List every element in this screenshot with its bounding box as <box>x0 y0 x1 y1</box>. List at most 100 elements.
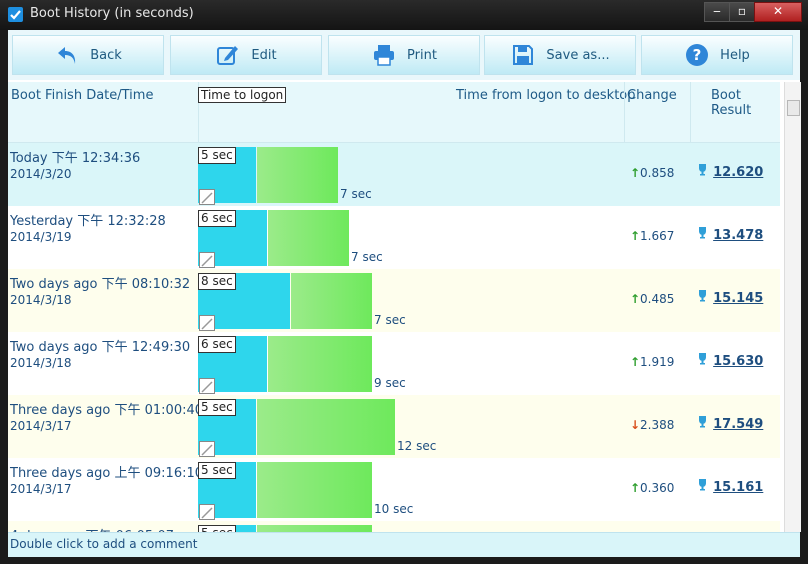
boot-result-value[interactable]: 13.478 <box>713 228 764 243</box>
header-divider <box>198 82 199 142</box>
boot-result-value[interactable]: 17.549 <box>713 417 764 432</box>
up-arrow-icon: ↑ <box>630 355 641 369</box>
scrollbar-thumb[interactable] <box>787 100 800 116</box>
help-icon: ? <box>684 42 710 68</box>
back-arrow-icon <box>54 42 80 68</box>
logon-time-label: 6 sec <box>198 210 236 227</box>
edit-button[interactable]: Edit <box>170 35 322 75</box>
boot-result[interactable]: 15.145 <box>696 289 763 306</box>
change-value: ↓2.388 <box>630 418 674 432</box>
boot-date-label: 2014/3/19 <box>10 230 72 244</box>
header-logon[interactable]: Time to logon <box>198 87 287 103</box>
trophy-icon <box>696 479 713 495</box>
boot-date-label: 2014/3/20 <box>10 167 72 181</box>
back-button[interactable]: Back <box>12 35 164 75</box>
comment-pencil-icon[interactable] <box>199 441 215 457</box>
boot-time-label: Today 下午 12:34:36 <box>10 151 141 166</box>
header-desktop[interactable]: Time from logon to desktop <box>456 88 636 103</box>
boot-result[interactable]: 13.478 <box>696 226 763 243</box>
table-row[interactable]: Three days ago 下午 01:00:40 2014/3/17 5 sec… <box>8 395 780 458</box>
app-checkmark-icon <box>8 7 23 22</box>
edit-icon <box>215 42 241 68</box>
desktop-time-label: 9 sec <box>374 376 406 390</box>
change-value: ↑1.919 <box>630 355 674 369</box>
table-header: Boot Finish Date/Time Time to logon Time… <box>8 82 780 143</box>
close-button[interactable]: ✕ <box>754 2 802 22</box>
desktop-time-label: 10 sec <box>374 502 414 516</box>
boot-time-label: Yesterday 下午 12:32:28 <box>10 214 166 229</box>
header-result[interactable]: Boot Result <box>711 88 752 118</box>
change-value: ↑0.360 <box>630 481 674 495</box>
vertical-scrollbar[interactable] <box>784 82 801 532</box>
boot-time-label: Two days ago 下午 12:49:30 <box>10 340 191 355</box>
desktop-time-label: 7 sec <box>374 313 406 327</box>
desktop-time-bar <box>268 210 349 266</box>
trophy-icon <box>696 164 713 180</box>
desktop-time-bar <box>291 273 372 329</box>
change-value: ↑0.858 <box>630 166 674 180</box>
back-label: Back <box>90 47 122 63</box>
desktop-time-bar <box>257 147 338 203</box>
comment-pencil-icon[interactable] <box>199 378 215 394</box>
minimize-button[interactable]: ‒ <box>704 2 730 22</box>
logon-time-label: 6 sec <box>198 336 236 353</box>
boot-time-label: Two days ago 下午 08:10:32 <box>10 277 191 292</box>
boot-result-value[interactable]: 15.145 <box>713 291 764 306</box>
change-value: ↑0.485 <box>630 292 674 306</box>
trophy-icon <box>696 416 713 432</box>
boot-result[interactable]: 15.161 <box>696 478 763 495</box>
logon-time-label: 5 sec <box>198 399 236 416</box>
table-row[interactable]: Two days ago 下午 08:10:32 2014/3/18 8 sec 7 … <box>8 269 780 332</box>
desktop-time-bar <box>257 525 372 532</box>
change-number: 0.360 <box>640 481 675 495</box>
up-arrow-icon: ↑ <box>630 481 641 495</box>
header-change[interactable]: Change <box>627 88 677 103</box>
boot-date-label: 2014/3/18 <box>10 293 72 307</box>
boot-result-value[interactable]: 15.630 <box>713 354 764 369</box>
save-icon <box>510 42 536 68</box>
comment-pencil-icon[interactable] <box>199 504 215 520</box>
status-bar: Double click to add a comment <box>8 532 800 557</box>
title-bar[interactable]: Boot History (in seconds) ‒ ▫ ✕ <box>0 0 808 30</box>
boot-result-value[interactable]: 15.161 <box>713 480 764 495</box>
maximize-button[interactable]: ▫ <box>729 2 755 22</box>
table-row[interactable]: Yesterday 下午 12:32:28 2014/3/19 6 sec 7 sec… <box>8 206 780 269</box>
table-row[interactable]: Today 下午 12:34:36 2014/3/20 5 sec 7 sec ↑0.8… <box>8 143 780 206</box>
comment-pencil-icon[interactable] <box>199 189 215 205</box>
boot-result[interactable]: 15.630 <box>696 352 763 369</box>
desktop-time-label: 7 sec <box>340 187 372 201</box>
up-arrow-icon: ↑ <box>630 229 641 243</box>
table-row[interactable]: 4 days ago 下午 06:05:07 5 sec <box>8 521 780 532</box>
change-number: 0.485 <box>640 292 675 306</box>
trophy-icon <box>696 227 713 243</box>
table-row[interactable]: Three days ago 上午 09:16:10 2014/3/17 5 sec… <box>8 458 780 521</box>
boot-result-value[interactable]: 12.620 <box>713 165 764 180</box>
print-button[interactable]: Print <box>328 35 480 75</box>
up-arrow-icon: ↑ <box>630 166 641 180</box>
boot-date-label: 2014/3/17 <box>10 419 72 433</box>
change-value: ↑1.667 <box>630 229 674 243</box>
change-number: 1.919 <box>640 355 675 369</box>
header-date[interactable]: Boot Finish Date/Time <box>11 88 154 103</box>
table-row[interactable]: Two days ago 下午 12:49:30 2014/3/18 6 sec 9 … <box>8 332 780 395</box>
trophy-icon <box>696 290 713 306</box>
change-number: 2.388 <box>640 418 675 432</box>
save-as-label: Save as... <box>546 47 610 63</box>
change-number: 0.858 <box>640 166 675 180</box>
comment-pencil-icon[interactable] <box>199 252 215 268</box>
boot-result[interactable]: 17.549 <box>696 415 763 432</box>
change-number: 1.667 <box>640 229 675 243</box>
save-as-button[interactable]: Save as... <box>484 35 636 75</box>
client-area: Back Edit Print Save as... <box>8 30 801 557</box>
help-button[interactable]: ? Help <box>641 35 793 75</box>
down-arrow-icon: ↓ <box>630 418 641 432</box>
desktop-time-bar <box>268 336 372 392</box>
desktop-time-bar <box>257 462 372 518</box>
boot-time-label: 4 days ago 下午 06:05:07 <box>10 525 174 532</box>
desktop-time-label: 12 sec <box>397 439 437 453</box>
comment-pencil-icon[interactable] <box>199 315 215 331</box>
logon-time-label: 8 sec <box>198 273 236 290</box>
footer-hint: Double click to add a comment <box>10 537 198 551</box>
boot-result[interactable]: 12.620 <box>696 163 763 180</box>
toolbar: Back Edit Print Save as... <box>8 30 800 80</box>
